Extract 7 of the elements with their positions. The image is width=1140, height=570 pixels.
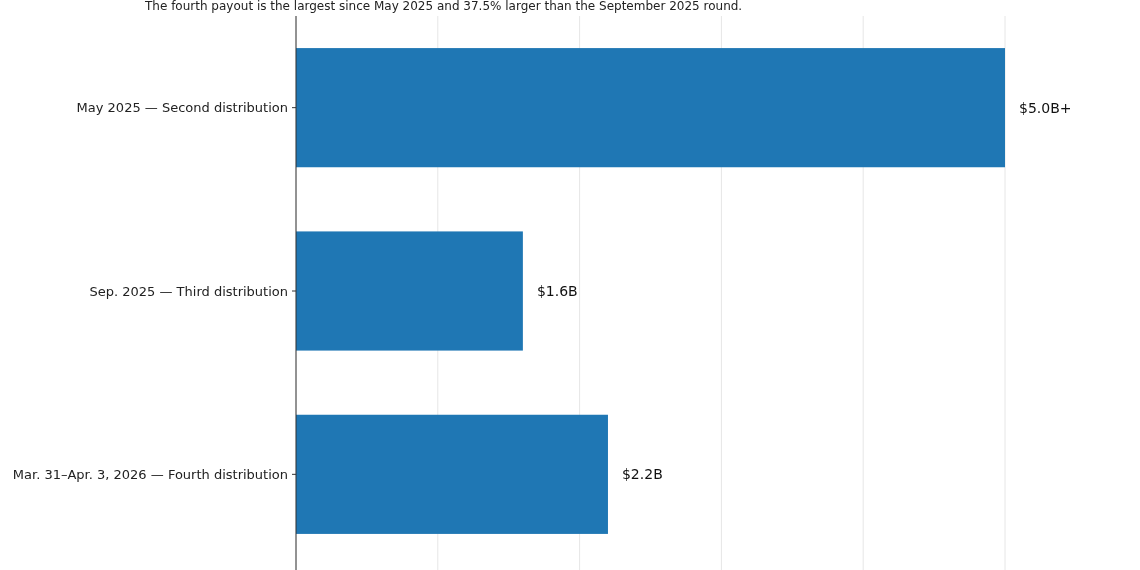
chart-subtitle: The fourth payout is the largest since May 2025 and 37.5% larger than the September 2025 round. xyxy=(144,0,743,13)
y-tick-label: Mar. 31–Apr. 3, 2026 — Fourth distribution xyxy=(12,466,288,482)
data-label: $5.0B+ xyxy=(1019,99,1072,116)
y-tick-label: Sep. 2025 — Third distribution xyxy=(89,283,288,299)
data-label: $1.6B xyxy=(536,282,578,299)
data-label: $2.2B xyxy=(621,466,663,483)
y-tick-label: May 2025 — Second distribution xyxy=(76,100,288,116)
